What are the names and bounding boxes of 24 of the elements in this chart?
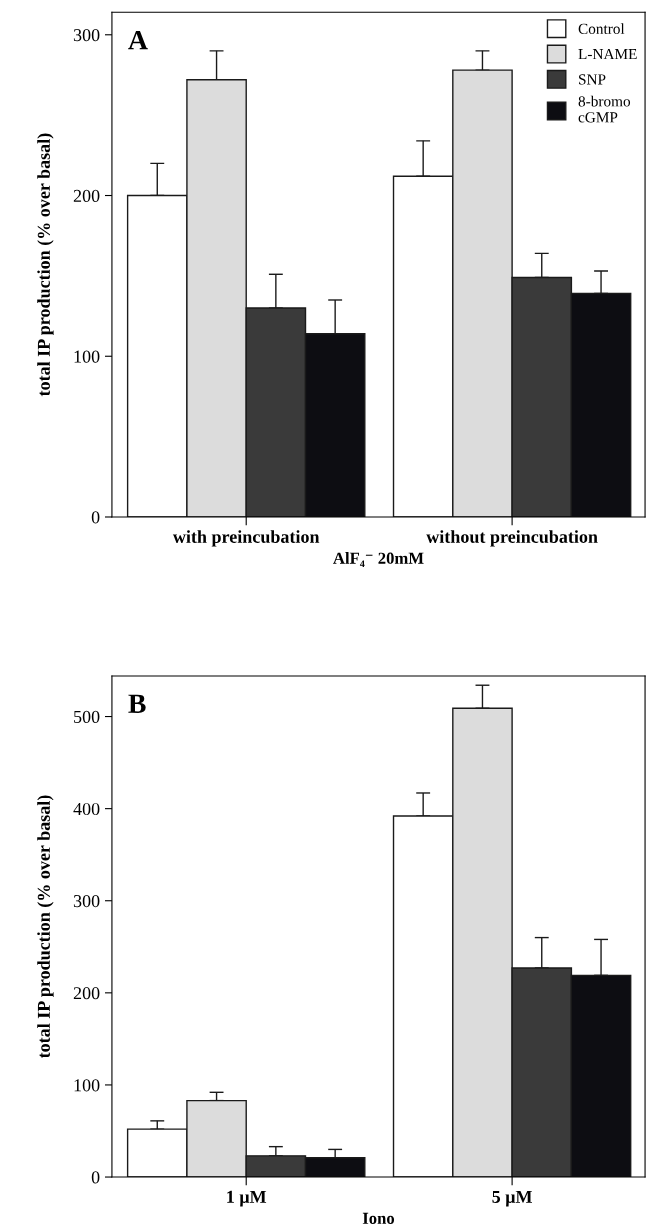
y-tick-label: 0 — [91, 511, 100, 524]
y-tick-label: 500 — [74, 710, 100, 723]
x-tick-label: with preincubation — [172, 530, 320, 547]
x-axis-title: AlF₄⁻ 20mM — [333, 552, 424, 568]
y-tick-label: 100 — [74, 350, 100, 363]
y-axis-title: total IP production (% over basal) — [37, 133, 54, 397]
y-tick-label: 300 — [73, 29, 100, 42]
x-tick-label: 5 μM — [492, 1190, 532, 1207]
legend-label: 8-bromo cGMP — [578, 95, 631, 123]
y-tick-label: 200 — [73, 987, 100, 1000]
legend-label: Control — [578, 23, 625, 34]
y-tick-label: 0 — [91, 1171, 100, 1184]
annotation: A — [128, 30, 148, 50]
legend-label: SNP — [579, 74, 606, 85]
y-tick-label: 300 — [73, 895, 100, 908]
annotation: B — [128, 694, 146, 713]
x-tick-label: 1 μM — [227, 1190, 267, 1207]
x-tick-label: without preincubation — [426, 530, 598, 547]
legend-label: L-NAME — [578, 49, 637, 60]
y-axis-title: total IP production (% over basal) — [37, 795, 54, 1059]
x-axis-title: Iono — [362, 1212, 395, 1224]
y-tick-label: 100 — [74, 1079, 100, 1092]
y-tick-label: 400 — [73, 802, 100, 816]
y-tick-label: 200 — [73, 189, 100, 202]
